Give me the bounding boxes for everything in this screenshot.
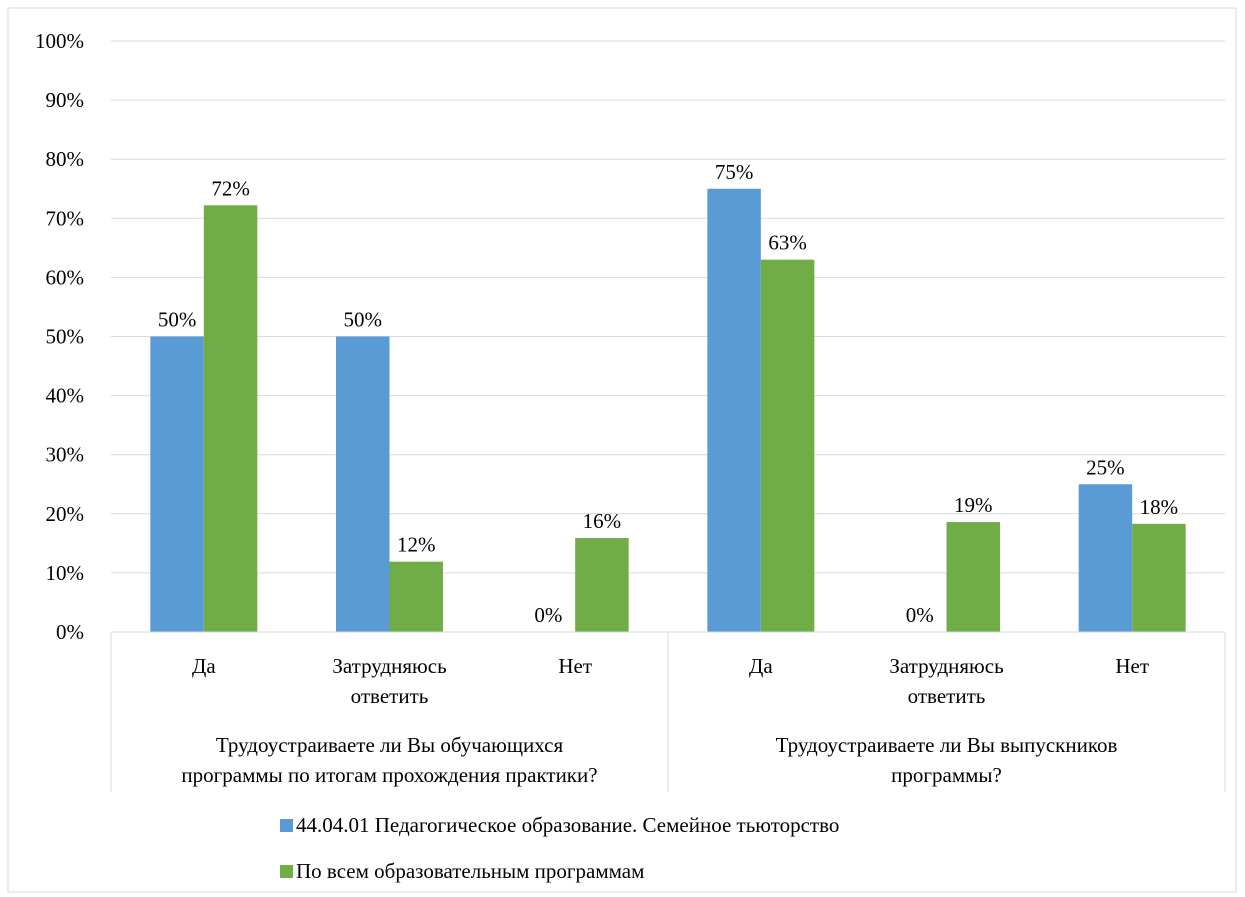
category-labels: Да Затрудняюсь ответить Нет Да Затрудняюсь отв… [192, 654, 1149, 708]
category-label: Затрудняюсь [332, 654, 446, 678]
y-tick-label: 90% [46, 88, 85, 112]
data-label: 0% [534, 603, 562, 627]
y-tick-label: 100% [35, 29, 84, 53]
legend-item-series-1: 44.04.01 Педагогическое образование. Сем… [280, 813, 839, 838]
y-tick-label: 60% [46, 265, 85, 289]
legend-swatch-series-2 [280, 865, 293, 878]
bar [946, 522, 1000, 632]
y-tick-label: 10% [46, 561, 85, 585]
bar [336, 336, 390, 632]
bar [707, 188, 761, 632]
legend-label-series-2: По всем образовательным программам [296, 859, 645, 883]
bar [575, 538, 629, 632]
data-label: 19% [954, 493, 993, 517]
data-label: 12% [397, 533, 436, 557]
bar [203, 205, 258, 632]
category-label: Затрудняюсь [889, 654, 1003, 678]
bar [1132, 523, 1186, 632]
data-label: 16% [583, 509, 622, 533]
category-label: ответить [351, 684, 429, 708]
data-label: 25% [1086, 455, 1125, 479]
legend-label-series-1: 44.04.01 Педагогическое образование. Сем… [296, 813, 840, 837]
y-tick-label: 0% [56, 620, 84, 644]
bars [150, 188, 1186, 632]
data-labels: 50% 72% 50% 12% 0% 16% 75% 63% 0% 19% 25% 18% [158, 160, 1178, 627]
y-axis-tick-labels: 0% 10% 20% 30% 40% 50% 60% 70% 80% 90% 100% [35, 29, 84, 644]
legend-item-series-2: По всем образовательным программам [280, 859, 644, 884]
group-labels: Трудоустраиваете ли Вы обучающихся програ… [181, 733, 1117, 787]
data-label: 72% [211, 176, 250, 200]
category-label: Да [749, 654, 773, 678]
group-label: Трудоустраиваете ли Вы выпускников [776, 733, 1118, 757]
category-label: Нет [558, 654, 592, 678]
category-label: ответить [908, 684, 986, 708]
data-label: 75% [715, 160, 754, 184]
data-label: 50% [344, 308, 383, 332]
data-label: 0% [906, 603, 934, 627]
group-label: программы по итогам прохождения практики… [181, 763, 597, 787]
y-tick-label: 80% [46, 147, 85, 171]
y-tick-label: 40% [46, 384, 85, 408]
x-axis [110, 631, 1226, 792]
y-tick-label: 30% [46, 443, 85, 467]
category-label: Да [192, 654, 216, 678]
group-label: программы? [891, 763, 1002, 787]
data-label: 18% [1140, 495, 1179, 519]
category-label: Нет [1115, 654, 1149, 678]
data-label: 50% [158, 308, 197, 332]
bar [1078, 484, 1133, 632]
y-tick-label: 70% [46, 206, 85, 230]
gridlines [111, 40, 1225, 574]
y-tick-label: 20% [46, 502, 85, 526]
y-tick-label: 50% [46, 325, 85, 349]
bar [389, 561, 443, 632]
bar [150, 336, 204, 632]
data-label: 63% [768, 231, 807, 255]
bar [760, 259, 815, 632]
legend-swatch-series-1 [280, 819, 293, 832]
group-label: Трудоустраиваете ли Вы обучающихся [216, 733, 564, 757]
